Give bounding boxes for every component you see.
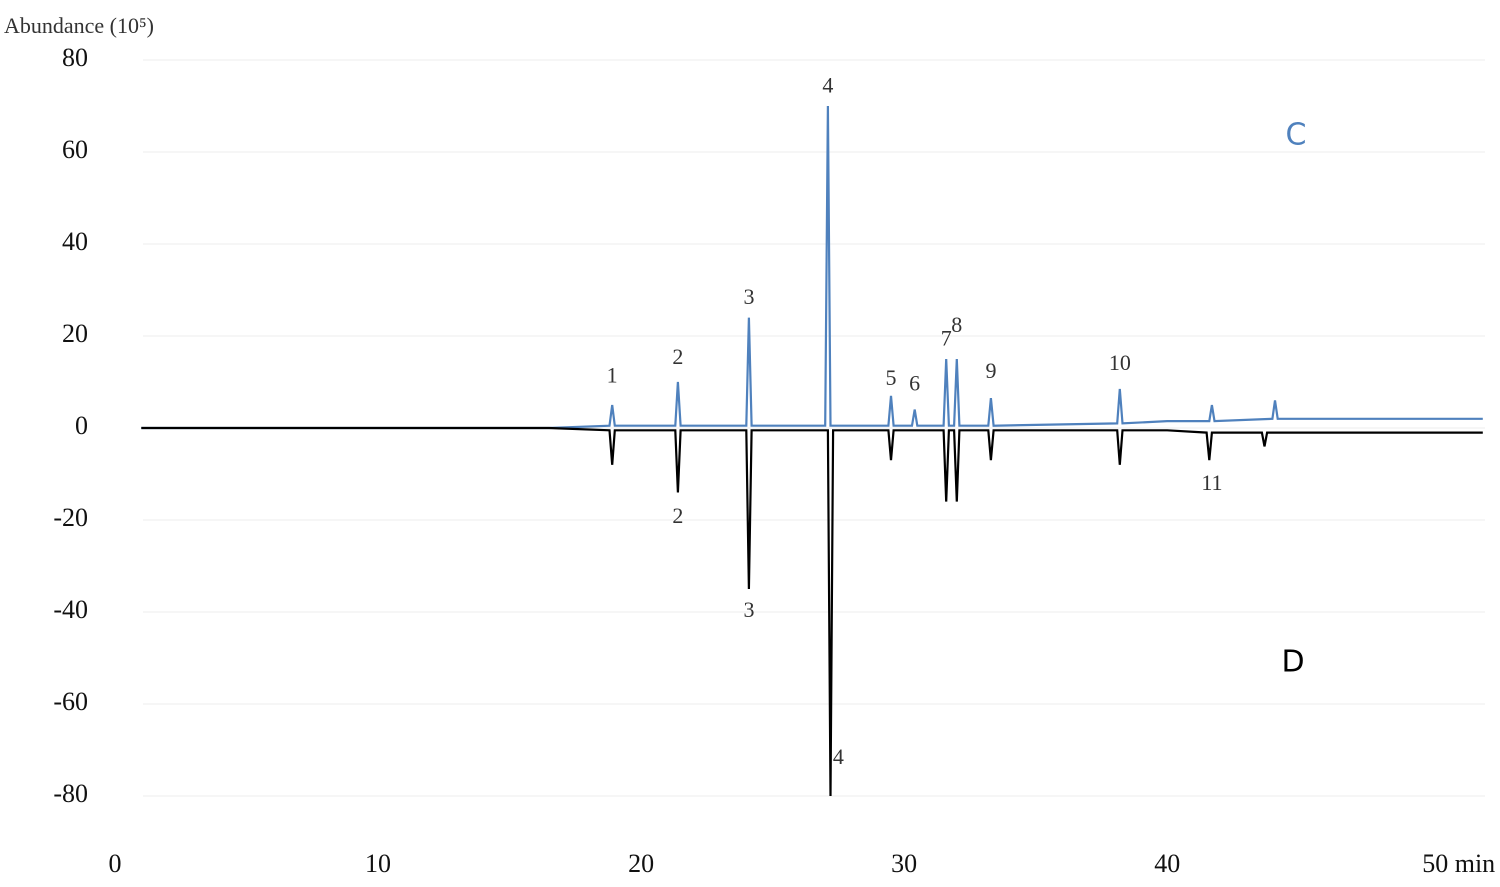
series-line: [141, 105, 1483, 430]
legend-label: D: [1281, 645, 1304, 680]
y-tick-label: -80: [53, 779, 88, 808]
x-tick-label: 10: [365, 849, 391, 878]
peak-label: 3: [743, 597, 754, 622]
y-tick-label: 60: [62, 135, 88, 164]
peak-label: 2: [672, 344, 683, 369]
y-tick-label: 40: [62, 227, 88, 256]
x-tick-label: 30: [891, 849, 917, 878]
legend-label: C: [1286, 118, 1307, 153]
peak-label: 4: [833, 744, 844, 769]
peak-label: 10: [1109, 350, 1131, 375]
peak-label: 9: [985, 358, 996, 383]
peak-label: 6: [909, 370, 920, 395]
y-axis-label: Abundance (10⁵): [4, 13, 154, 38]
peak-label: 7: [941, 326, 952, 351]
y-tick-label: -60: [53, 687, 88, 716]
y-tick-label: 20: [62, 319, 88, 348]
peak-label: 2: [672, 503, 683, 528]
x-tick-label: 0: [109, 849, 122, 878]
y-tick-label: 80: [62, 43, 88, 72]
peak-label: 1: [607, 362, 618, 387]
peak-label: 5: [885, 365, 896, 390]
x-tick-label: 20: [628, 849, 654, 878]
peak-label: 4: [822, 73, 833, 98]
y-tick-label: -40: [53, 595, 88, 624]
x-tick-label: 50 min: [1422, 849, 1495, 878]
y-tick-label: 0: [75, 411, 88, 440]
y-tick-label: -20: [53, 503, 88, 532]
x-tick-label: 40: [1154, 849, 1180, 878]
peak-label: 8: [951, 312, 962, 337]
peak-label: 3: [743, 284, 754, 309]
peak-label: 11: [1201, 470, 1222, 495]
series-line: [141, 426, 1483, 797]
